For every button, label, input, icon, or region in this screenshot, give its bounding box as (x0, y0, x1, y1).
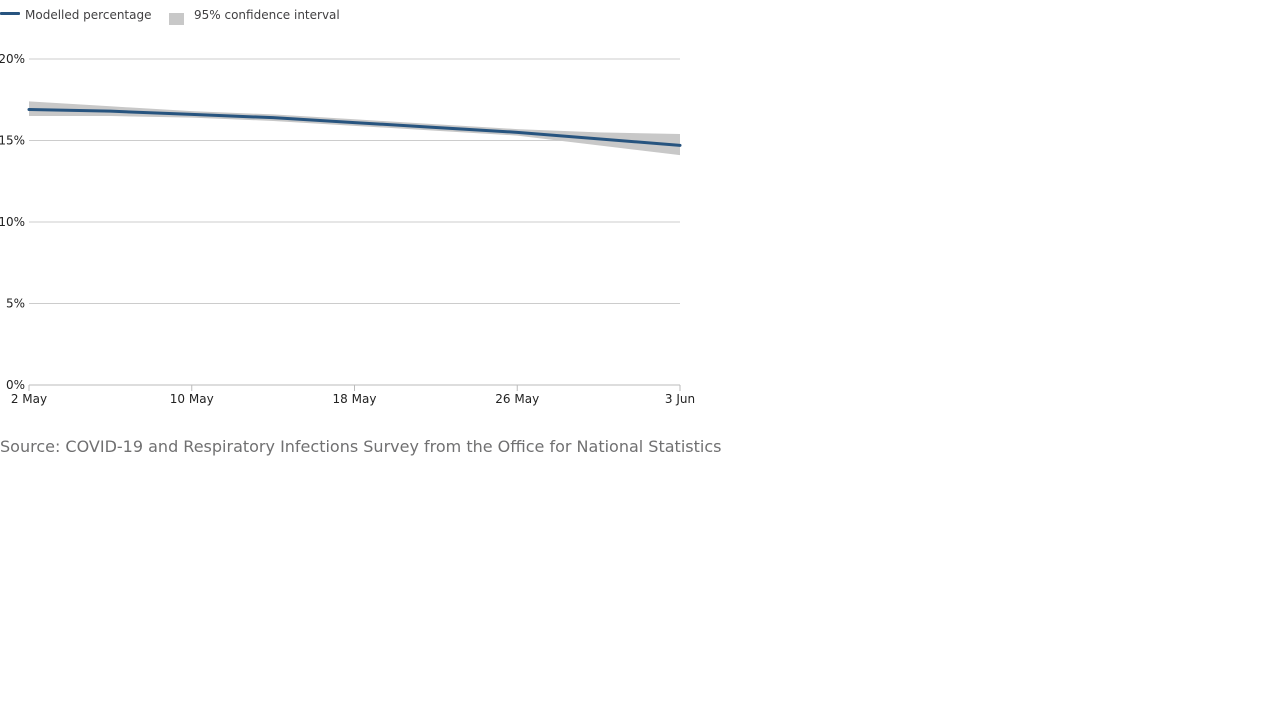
axes: 0% 5% 10% 15% 20% 2 May 10 May 18 May 26 May 3 Ju… (0, 52, 695, 406)
x-tick-label: 26 May (495, 392, 539, 406)
source-note: Source: COVID-19 and Respiratory Infecti… (0, 437, 722, 456)
legend-label-modelled: Modelled percentage (25, 8, 152, 22)
x-tick-label: 18 May (333, 392, 377, 406)
confidence-band (29, 101, 680, 156)
x-tick-label: 3 Jun (665, 392, 695, 406)
series-line-layer (27, 108, 682, 147)
x-tick-label: 2 May (11, 392, 47, 406)
legend-line-swatch (0, 12, 20, 15)
y-tick-label: 5% (6, 297, 25, 311)
confidence-band-layer (29, 101, 680, 156)
y-tick-label: 20% (0, 52, 25, 66)
y-tick-label: 10% (0, 215, 25, 229)
legend-label-confidence: 95% confidence interval (194, 8, 340, 22)
y-tick-label: 0% (6, 378, 25, 392)
x-tick-label: 10 May (170, 392, 214, 406)
y-tick-label: 15% (0, 134, 25, 148)
legend-band-swatch (169, 13, 184, 25)
gridlines (29, 58, 680, 304)
line-chart: 0% 5% 10% 15% 20% 2 May 10 May 18 May 26 May 3 Ju… (0, 52, 695, 406)
